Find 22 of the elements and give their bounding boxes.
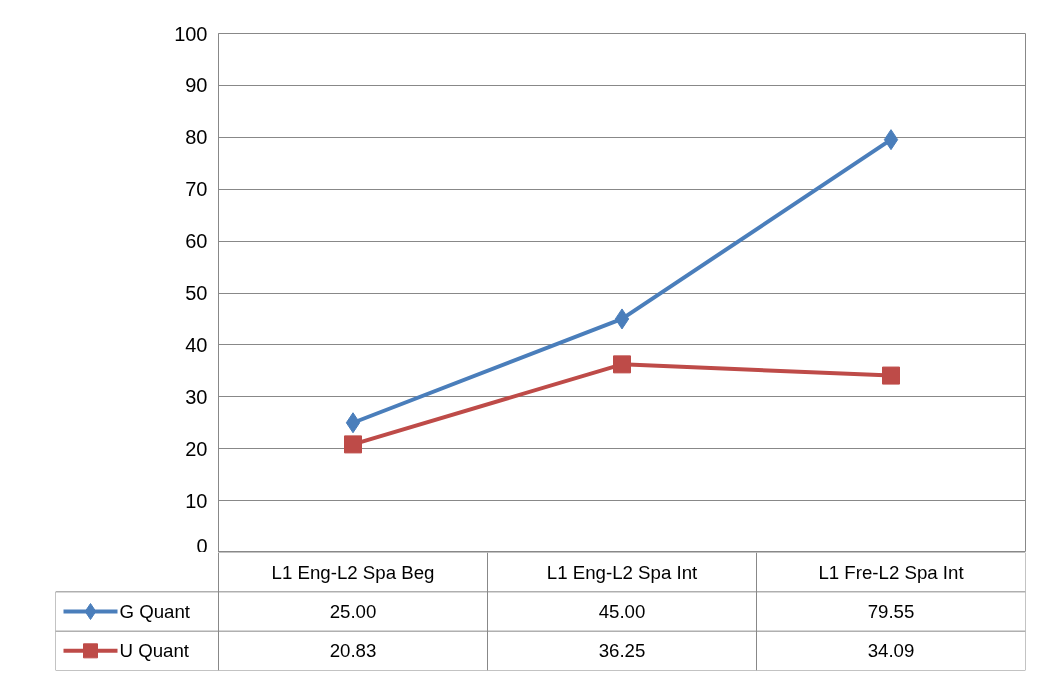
data-label: 45.00: [598, 601, 646, 622]
y-tick-label: 90: [185, 74, 208, 97]
x-tick-label: L1 Fre-L2 Spa Int: [818, 561, 965, 583]
data-label: 36.25: [598, 640, 646, 662]
y-tick-label: 20: [185, 437, 208, 460]
data-label: 25.00: [329, 601, 377, 622]
y-tick-label: 40: [185, 333, 208, 356]
y-tick-label: 60: [185, 230, 208, 253]
y-tick-label: 0: [196, 534, 208, 557]
x-tick-label: L1 Eng-L2 Spa Beg: [271, 561, 435, 583]
legend-label: G Quant: [119, 601, 191, 622]
y-tick-label: 10: [185, 489, 208, 512]
y-tick-label: 70: [185, 178, 208, 201]
y-tick-label: 100: [174, 22, 208, 45]
y-tick-label: 30: [185, 385, 208, 408]
y-tick-label: 50: [185, 282, 208, 304]
data-label: 20.83: [329, 640, 377, 662]
x-tick-label: L1 Eng-L2 Spa Int: [546, 561, 699, 583]
data-label: 79.55: [867, 601, 915, 622]
legend-label: U Quant: [119, 640, 190, 662]
y-tick-label: 80: [185, 126, 208, 149]
data-label: 34.09: [867, 640, 915, 662]
